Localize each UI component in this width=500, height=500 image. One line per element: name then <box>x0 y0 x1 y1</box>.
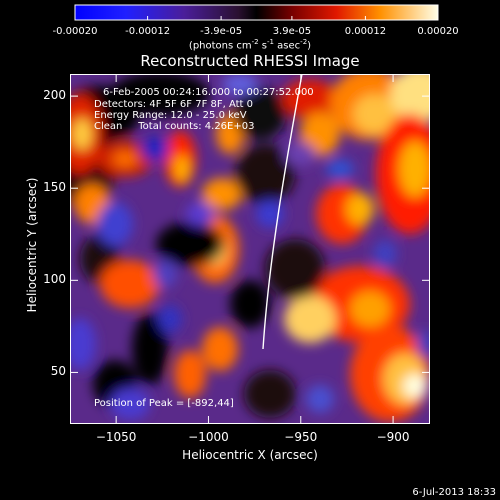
colorbar-gradient <box>74 4 439 21</box>
heatmap-blob <box>306 385 334 413</box>
x-axis-label: Heliocentric X (arcsec) <box>182 448 318 462</box>
heatmap-blob <box>284 295 336 343</box>
heatmap-blob <box>234 88 286 140</box>
time-range-label: 6-Feb-2005 00:24:16.000 to 00:27:52.000 <box>103 87 314 98</box>
colorbar-tick-label: -0.00012 <box>125 26 170 37</box>
detectors-label: Detectors: 4F 5F 6F 7F 8F, Att 0 <box>94 99 254 110</box>
counts-label: Clean Total counts: 4.26E+03 <box>94 121 255 132</box>
heatmap-blob <box>202 327 238 371</box>
heatmap-blob <box>113 151 137 167</box>
x-tick-label: −950 <box>284 430 318 444</box>
energy-range-label: Energy Range: 12.0 - 25.0 keV <box>94 110 247 121</box>
heatmap-blob <box>158 305 182 333</box>
heatmap-blob <box>97 202 133 246</box>
heatmap-blob <box>235 144 295 204</box>
peak-position-label: Position of Peak = [-892,44] <box>94 398 234 409</box>
heatmap-blob <box>417 330 430 358</box>
heatmap-blob <box>373 240 397 268</box>
heatmap-blob <box>110 388 150 420</box>
x-tick-label: −1050 <box>95 430 137 444</box>
chart-title: Reconstructed RHESSI Image <box>140 52 360 70</box>
heatmap-blob <box>265 239 325 299</box>
footer-date: 6-Jul-2013 18:33 <box>412 487 496 498</box>
heatmap-blob <box>353 94 397 134</box>
colorbar-tick-label: 0.00012 <box>345 26 386 37</box>
heatmap-blob <box>186 202 214 226</box>
heatmap-blob <box>230 280 270 328</box>
heatmap-blob <box>326 159 354 179</box>
heatmap-blob <box>350 291 390 327</box>
heatmap-blob <box>100 260 160 308</box>
heatmap-blob <box>403 374 427 398</box>
y-tick-label: 150 <box>43 180 66 195</box>
heatmap-blob <box>132 313 168 385</box>
heatmap-plot <box>70 74 430 424</box>
heatmap-blob <box>110 74 210 116</box>
colorbar-tick-label: 3.9e-05 <box>273 26 311 37</box>
heatmap-blob <box>222 74 258 94</box>
heatmap-blob <box>390 74 430 122</box>
y-axis-label: Heliocentric Y (arcsec) <box>25 177 39 313</box>
solar-limb-line <box>262 74 303 350</box>
heatmap-blob <box>282 79 338 119</box>
y-tick-label: 50 <box>50 364 66 379</box>
y-tick-label: 100 <box>43 272 66 287</box>
colorbar-unit-label: (photons cm-2 s-1 asec-2) <box>188 38 312 52</box>
heatmap-blob <box>174 350 206 398</box>
heatmap-blob <box>284 142 316 166</box>
heatmap-blob <box>141 137 169 161</box>
heatmap-blob <box>153 260 177 288</box>
heatmap-blob <box>244 370 296 418</box>
x-tick-label: −900 <box>376 430 410 444</box>
heatmap-blob <box>72 118 92 150</box>
colorbar-tick-label: 0.00020 <box>417 26 458 37</box>
colorbar-tick-label: -3.9e-05 <box>200 26 242 37</box>
heatmap-blob <box>70 318 96 370</box>
colorbar: -0.00020 -0.00012 -3.9e-05 3.9e-05 0.00012 0.… <box>53 4 459 37</box>
y-tick-label: 200 <box>43 88 66 103</box>
colorbar-ticks: -0.00020 -0.00012 -3.9e-05 3.9e-05 0.00012 0.… <box>53 16 459 37</box>
x-tick-label: −1000 <box>188 430 229 444</box>
heatmap-blob <box>202 178 242 210</box>
heatmap-blob <box>346 193 374 225</box>
heatmap-blob <box>399 141 430 197</box>
axis-ticks <box>70 74 430 424</box>
heatmap-blob <box>156 222 224 266</box>
heatmap-blob <box>174 155 190 183</box>
colorbar-tick-label: -0.00020 <box>53 26 98 37</box>
